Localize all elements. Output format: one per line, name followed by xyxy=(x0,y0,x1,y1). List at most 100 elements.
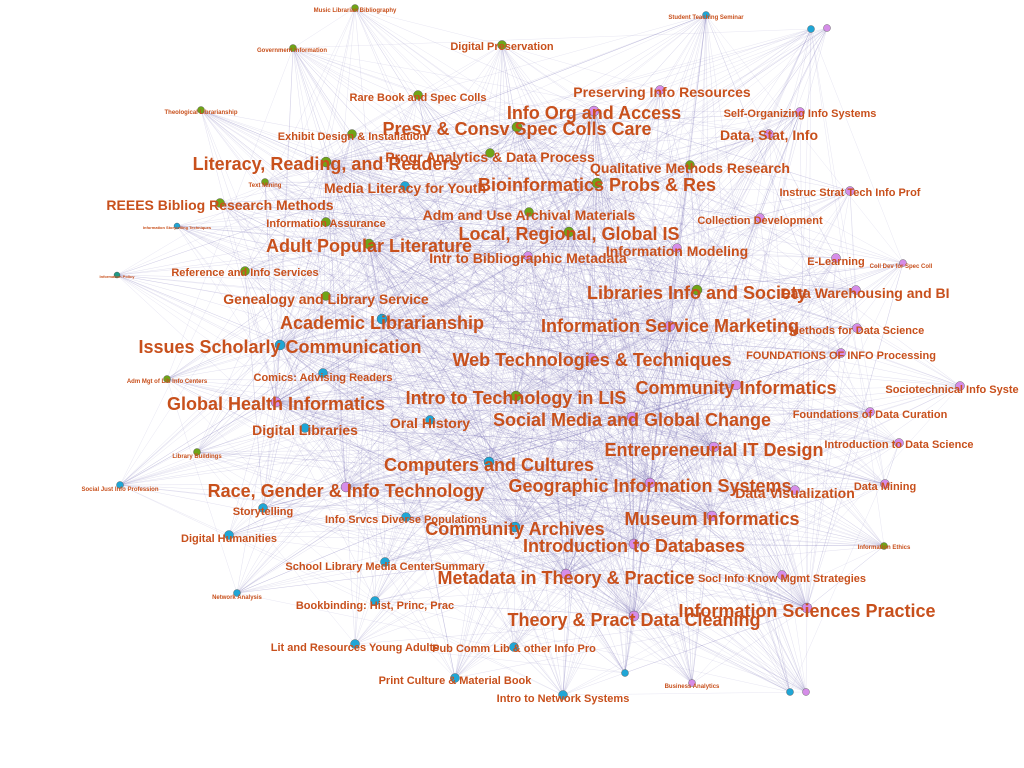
graph-node-dot[interactable] xyxy=(852,323,862,333)
graph-node-dot[interactable] xyxy=(628,538,640,550)
graph-node-dot[interactable] xyxy=(215,198,225,208)
graph-node-dot[interactable] xyxy=(730,379,742,391)
graph-node-dot[interactable] xyxy=(706,510,718,522)
graph-node-dot[interactable] xyxy=(193,448,201,456)
graph-node-dot[interactable] xyxy=(801,602,813,614)
graph-node-dot[interactable] xyxy=(790,485,800,495)
graph-node-dot[interactable] xyxy=(233,589,241,597)
graph-node-dot[interactable] xyxy=(509,521,521,533)
graph-node-dot[interactable] xyxy=(672,243,682,253)
graph-node-dot[interactable] xyxy=(621,669,629,677)
graph-node-dot[interactable] xyxy=(836,348,846,358)
graph-node-dot[interactable] xyxy=(400,181,410,191)
graph-node-dot[interactable] xyxy=(845,186,855,196)
graph-node-dot[interactable] xyxy=(163,375,171,383)
graph-node-dot[interactable] xyxy=(777,570,787,580)
graph-edge xyxy=(228,534,635,545)
graph-node-dot[interactable] xyxy=(626,411,638,423)
graph-node-label: Adm Mgt of Lib Info Centers xyxy=(127,379,208,385)
graph-node-dot[interactable] xyxy=(899,259,907,267)
graph-node-dot[interactable] xyxy=(655,85,665,95)
graph-node-dot[interactable] xyxy=(558,690,568,700)
graph-node-dot[interactable] xyxy=(340,481,352,493)
graph-node-dot[interactable] xyxy=(318,368,328,378)
graph-node-dot[interactable] xyxy=(563,226,575,238)
graph-node-dot[interactable] xyxy=(865,407,875,417)
graph-node-dot[interactable] xyxy=(880,479,890,489)
graph-node-dot[interactable] xyxy=(894,438,904,448)
graph-node-dot[interactable] xyxy=(363,238,375,250)
graph-node-dot[interactable] xyxy=(376,313,388,325)
graph-node-dot[interactable] xyxy=(708,441,720,453)
graph-node-dot[interactable] xyxy=(300,423,310,433)
graph-node-dot[interactable] xyxy=(702,11,710,19)
graph-node-dot[interactable] xyxy=(240,266,250,276)
graph-node-dot[interactable] xyxy=(497,40,507,50)
graph-edge xyxy=(325,161,356,645)
graph-node-dot[interactable] xyxy=(116,481,124,489)
graph-node-dot[interactable] xyxy=(270,396,282,408)
graph-node-dot[interactable] xyxy=(425,415,435,425)
graph-node-dot[interactable] xyxy=(523,251,533,261)
graph-node-dot[interactable] xyxy=(510,390,522,402)
graph-node-dot[interactable] xyxy=(831,253,841,263)
graph-node-dot[interactable] xyxy=(880,542,888,550)
graph-node-dot[interactable] xyxy=(261,178,269,186)
graph-node-dot[interactable] xyxy=(688,679,696,687)
graph-edge xyxy=(345,486,407,518)
graph-edge xyxy=(354,7,633,418)
graph-node-dot[interactable] xyxy=(450,673,460,683)
graph-node-dot[interactable] xyxy=(347,129,357,139)
graph-node-dot[interactable] xyxy=(258,503,268,513)
graph-node-dot[interactable] xyxy=(644,477,656,489)
graph-node-dot[interactable] xyxy=(509,642,519,652)
graph-node-dot[interactable] xyxy=(113,271,121,279)
graph-node-dot[interactable] xyxy=(370,596,380,606)
graph-node-dot[interactable] xyxy=(851,285,861,295)
graph-node-dot[interactable] xyxy=(224,530,234,540)
graph-node-dot[interactable] xyxy=(173,222,181,230)
graph-node-dot[interactable] xyxy=(591,177,603,189)
graph-edge xyxy=(381,211,530,320)
graph-node-dot[interactable] xyxy=(350,639,360,649)
graph-edge xyxy=(325,161,715,448)
graph-node-dot[interactable] xyxy=(807,25,815,33)
graph-node-dot[interactable] xyxy=(755,213,765,223)
graph-node-dot[interactable] xyxy=(685,160,695,170)
graph-node-dot[interactable] xyxy=(586,352,598,364)
graph-node-dot[interactable] xyxy=(320,156,332,168)
graph-node-dot[interactable] xyxy=(524,207,534,217)
graph-node-dot[interactable] xyxy=(786,688,794,696)
graph-node-dot[interactable] xyxy=(485,148,495,158)
graph-edge xyxy=(514,217,761,528)
graph-node-dot[interactable] xyxy=(823,24,831,32)
graph-node-dot[interactable] xyxy=(795,107,805,117)
graph-edge xyxy=(262,231,570,509)
graph-edge xyxy=(166,133,770,380)
graph-edge xyxy=(275,401,808,609)
graph-node-dot[interactable] xyxy=(321,217,331,227)
graph-node-dot[interactable] xyxy=(413,90,423,100)
graph-node-dot[interactable] xyxy=(274,339,286,351)
graph-edge xyxy=(515,395,651,484)
graph-node-dot[interactable] xyxy=(401,512,411,522)
graph-node-dot[interactable] xyxy=(802,688,810,696)
graph-node-dot[interactable] xyxy=(483,456,495,468)
graph-node-dot[interactable] xyxy=(588,105,600,117)
graph-node-dot[interactable] xyxy=(511,121,523,133)
graph-node-dot[interactable] xyxy=(351,4,359,12)
graph-edge xyxy=(304,427,715,448)
graph-node-dot[interactable] xyxy=(664,320,676,332)
graph-node-dot[interactable] xyxy=(955,381,965,391)
graph-edge xyxy=(514,255,529,528)
graph-node-dot[interactable] xyxy=(560,568,572,580)
graph-node-dot[interactable] xyxy=(691,284,703,296)
graph-node-dot[interactable] xyxy=(628,610,640,622)
graph-node-dot[interactable] xyxy=(321,291,331,301)
graph-node-dot[interactable] xyxy=(197,106,205,114)
graph-node-dot[interactable] xyxy=(764,129,774,139)
graph-edge xyxy=(768,133,837,259)
graph-node-dot[interactable] xyxy=(289,44,297,52)
graph-edge xyxy=(515,395,693,684)
graph-node-dot[interactable] xyxy=(380,557,390,567)
